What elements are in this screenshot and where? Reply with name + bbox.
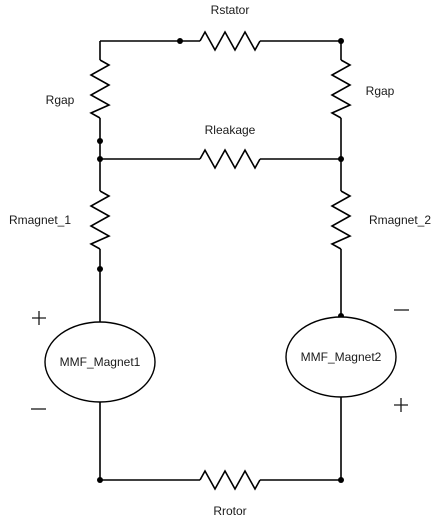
label-rgap-left: Rgap [46,93,75,107]
label-rgap-right: Rgap [366,84,395,98]
label-rmagnet-2: Rmagnet_2 [369,213,431,227]
polarity-signs [31,309,409,412]
label-rstator: Rstator [211,3,250,17]
resistor-rmagnet-2 [330,190,352,250]
junction-dot [177,38,183,44]
junction-dot [97,266,103,272]
resistor-rgap-right [330,59,352,119]
plus-sign-magnet2 [394,398,408,412]
label-rrotor: Rrotor [213,504,246,518]
label-rmagnet-1: Rmagnet_1 [9,213,71,227]
junction-dot [338,156,344,162]
label-rleakage: Rleakage [205,123,256,137]
labels: Rstator Rgap Rgap Rleakage Rmagnet_1 Rma… [9,3,431,518]
junction-dot [97,477,103,483]
mmf-source-magnet2 [285,316,397,398]
resistors [89,30,352,491]
plus-sign-magnet1 [32,311,46,325]
resistor-rstator [199,30,261,52]
label-mmf-magnet2: MMF_Magnet2 [301,350,382,364]
resistor-rmagnet-1 [89,190,111,250]
junction-dots [97,38,344,483]
mmf-source-magnet1 [44,321,156,403]
junction-dot [97,156,103,162]
junction-dot [338,38,344,44]
resistor-rrotor [199,469,261,491]
resistor-rgap-left [89,59,111,119]
resistor-rleakage [199,148,261,170]
label-mmf-magnet1: MMF_Magnet1 [60,355,141,369]
wires [99,40,342,481]
junction-dot [338,477,344,483]
junction-dot [97,138,103,144]
